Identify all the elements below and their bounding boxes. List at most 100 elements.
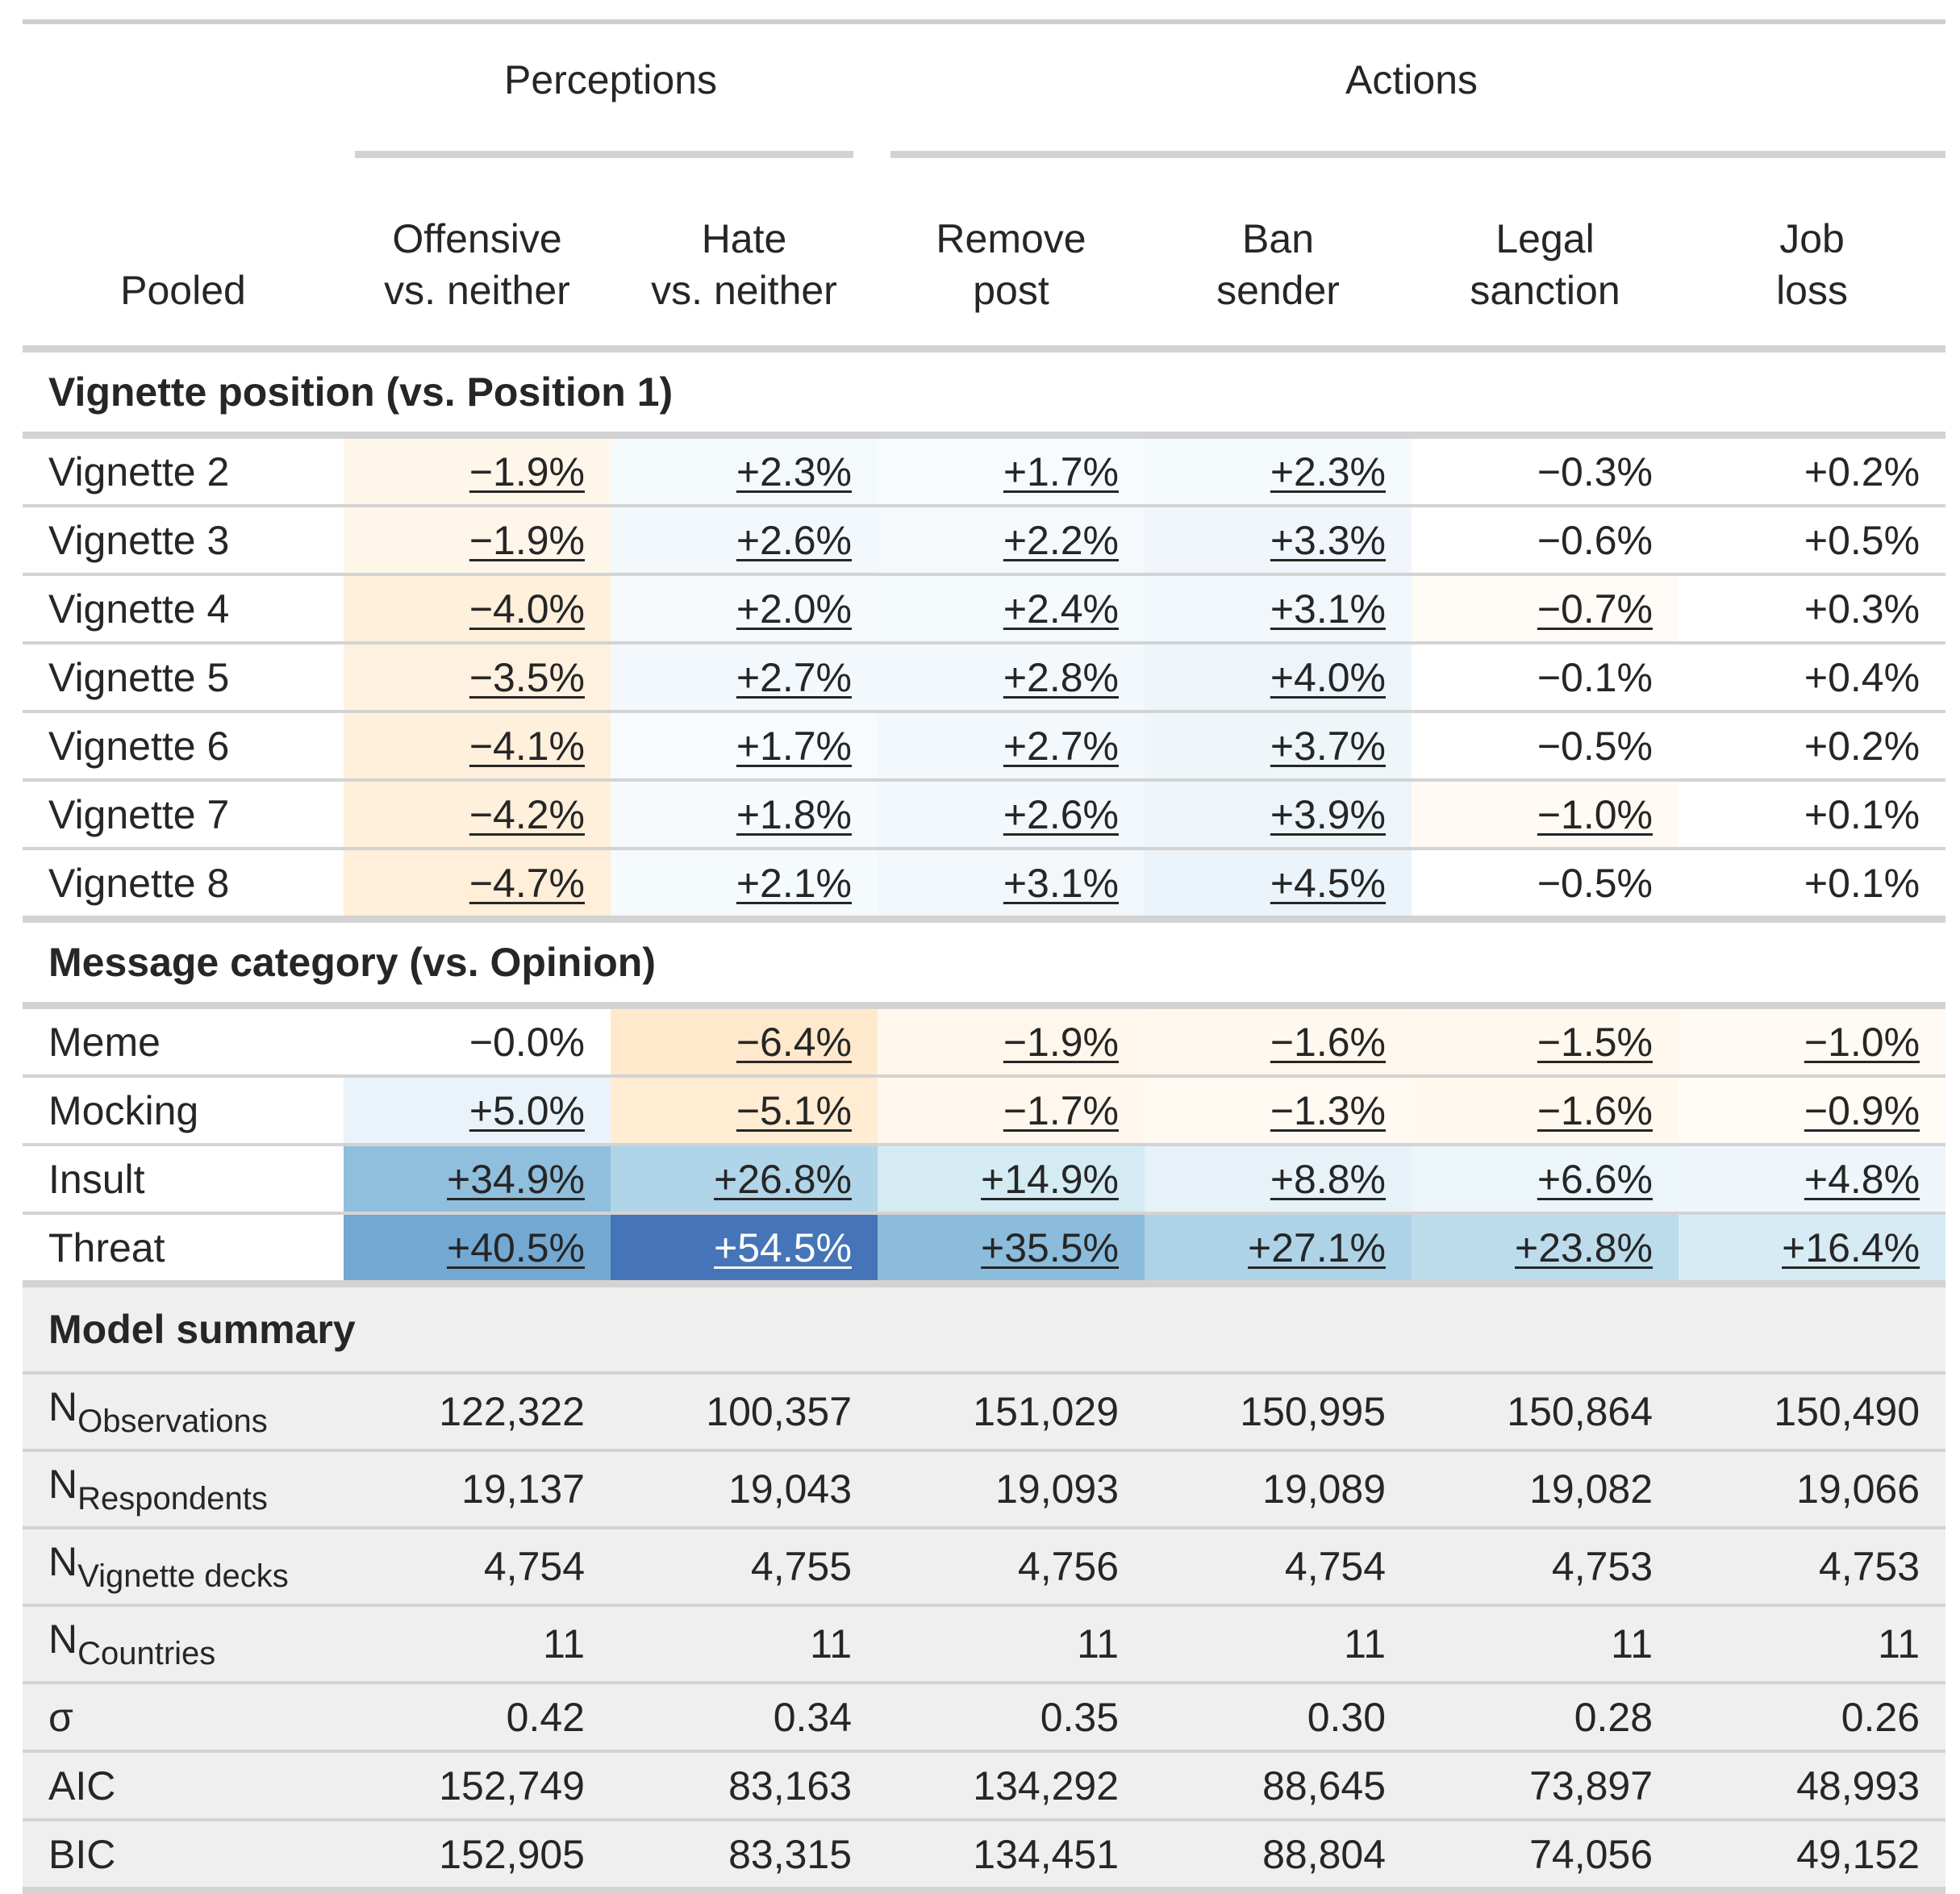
- significant-estimate: −4.0%: [469, 586, 585, 632]
- significant-estimate: +1.7%: [1003, 448, 1120, 494]
- stat-subscript: Respondents: [77, 1481, 268, 1516]
- stat-subscript: Countries: [77, 1636, 216, 1671]
- summary-value: 11: [1679, 1605, 1946, 1684]
- estimate-cell: −4.0%: [344, 574, 611, 645]
- column-header-line1: Remove: [936, 216, 1086, 261]
- row-label: Vignette 6: [23, 711, 344, 782]
- row-label: Vignette 7: [23, 780, 344, 850]
- group-header-row: Vignette position (vs. Position 1): [23, 348, 1946, 439]
- estimate-cell: +0.3%: [1679, 574, 1946, 645]
- table-row: Vignette 7 −4.2% +1.8% +2.6% +3.9% −1.0% +0.1%: [23, 780, 1946, 850]
- significant-estimate: −4.1%: [469, 723, 585, 769]
- estimate-cell: +6.6%: [1412, 1145, 1679, 1215]
- significant-estimate: −0.7%: [1537, 586, 1653, 632]
- significant-estimate: −1.9%: [1003, 1019, 1120, 1065]
- significant-estimate: +2.3%: [736, 448, 853, 494]
- stat-name: BIC: [48, 1831, 116, 1877]
- row-label: Insult: [23, 1145, 344, 1215]
- table-row: Vignette 3 −1.9% +2.6% +2.2% +3.3% −0.6% +0.5%: [23, 506, 1946, 576]
- summary-value: 150,490: [1679, 1373, 1946, 1452]
- column-header-line1: Hate: [701, 216, 787, 261]
- table-row: Insult +34.9% +26.8% +14.9% +8.8% +6.6% +4.8%: [23, 1145, 1946, 1215]
- estimate-cell: −1.7%: [878, 1076, 1145, 1146]
- estimate-cell: +2.4%: [878, 574, 1145, 645]
- column-header: Offensive vs. neither: [344, 158, 611, 353]
- summary-value: 88,645: [1145, 1751, 1412, 1821]
- column-header-line1: Ban: [1242, 216, 1314, 261]
- estimate-cell: +3.1%: [1145, 574, 1412, 645]
- stat-name: N: [48, 1384, 78, 1429]
- estimate-value: −0.1%: [1537, 654, 1653, 700]
- significant-estimate: +26.8%: [714, 1156, 853, 1202]
- summary-value: 0.28: [1412, 1683, 1679, 1753]
- summary-value: 4,756: [878, 1528, 1145, 1607]
- significant-estimate: +1.7%: [736, 723, 853, 769]
- stat-subscript: Vignette decks: [77, 1558, 289, 1594]
- summary-value: 83,315: [611, 1820, 878, 1894]
- estimate-cell: +0.4%: [1679, 643, 1946, 713]
- estimate-cell: +2.7%: [611, 643, 878, 713]
- summary-value: 0.30: [1145, 1683, 1412, 1753]
- estimate-cell: +3.9%: [1145, 780, 1412, 850]
- summary-value: 19,043: [611, 1450, 878, 1529]
- estimate-cell: +34.9%: [344, 1145, 611, 1215]
- estimate-cell: −1.6%: [1145, 1005, 1412, 1078]
- estimate-value: −0.3%: [1537, 448, 1653, 494]
- significant-estimate: −1.9%: [469, 448, 585, 494]
- estimate-cell: +8.8%: [1145, 1145, 1412, 1215]
- summary-value: 0.34: [611, 1683, 878, 1753]
- significant-estimate: −1.0%: [1804, 1019, 1920, 1065]
- stub-header: Pooled: [23, 158, 344, 353]
- summary-row: AIC 152,749 83,163 134,292 88,645 73,897 48,99…: [23, 1751, 1946, 1821]
- column-header-line2: vs. neither: [651, 268, 837, 313]
- summary-value: 74,056: [1412, 1820, 1679, 1894]
- significant-estimate: +1.8%: [736, 791, 853, 837]
- group-header-row: Message category (vs. Opinion): [23, 919, 1946, 1009]
- significant-estimate: −4.7%: [469, 860, 585, 906]
- estimate-cell: −1.9%: [344, 506, 611, 576]
- summary-value: 4,755: [611, 1528, 878, 1607]
- summary-value: 100,357: [611, 1373, 878, 1452]
- estimate-cell: +16.4%: [1679, 1213, 1946, 1287]
- estimate-cell: +23.8%: [1412, 1213, 1679, 1287]
- estimate-cell: −3.5%: [344, 643, 611, 713]
- summary-header-row: Model summary: [23, 1283, 1946, 1375]
- estimate-cell: +4.0%: [1145, 643, 1412, 713]
- significant-estimate: +23.8%: [1515, 1224, 1653, 1270]
- estimate-cell: +3.7%: [1145, 711, 1412, 782]
- spanner-rule: [890, 151, 1946, 158]
- summary-value: 4,753: [1412, 1528, 1679, 1607]
- significant-estimate: +6.6%: [1537, 1156, 1653, 1202]
- estimate-cell: −4.7%: [344, 849, 611, 923]
- significant-estimate: +2.8%: [1003, 654, 1120, 700]
- column-header-row: Pooled Offensive vs. neither Hate vs. neit…: [23, 158, 1946, 353]
- estimate-cell: −0.3%: [1412, 435, 1679, 507]
- estimate-cell: +27.1%: [1145, 1213, 1412, 1287]
- estimate-value: +0.5%: [1804, 517, 1920, 563]
- significant-estimate: +3.7%: [1270, 723, 1387, 769]
- row-label: Vignette 5: [23, 643, 344, 713]
- estimate-cell: +14.9%: [878, 1145, 1145, 1215]
- significant-estimate: +3.3%: [1270, 517, 1387, 563]
- estimate-cell: +0.5%: [1679, 506, 1946, 576]
- summary-value: 4,754: [344, 1528, 611, 1607]
- significant-estimate: −1.7%: [1003, 1087, 1120, 1133]
- significant-estimate: −4.2%: [469, 791, 585, 837]
- estimate-cell: −0.5%: [1412, 849, 1679, 923]
- estimate-cell: −1.5%: [1412, 1005, 1679, 1078]
- significant-estimate: +27.1%: [1248, 1224, 1387, 1270]
- estimate-cell: −1.0%: [1412, 780, 1679, 850]
- row-label: Vignette 2: [23, 435, 344, 507]
- estimate-value: −0.5%: [1537, 723, 1653, 769]
- estimate-value: +0.4%: [1804, 654, 1920, 700]
- significant-estimate: +35.5%: [981, 1224, 1120, 1270]
- estimate-cell: +3.1%: [878, 849, 1145, 923]
- estimate-cell: −0.6%: [1412, 506, 1679, 576]
- estimate-cell: −1.0%: [1679, 1005, 1946, 1078]
- summary-value: 134,451: [878, 1820, 1145, 1894]
- row-label: Mocking: [23, 1076, 344, 1146]
- significant-estimate: +2.2%: [1003, 517, 1120, 563]
- summary-label: σ: [23, 1683, 344, 1753]
- estimate-cell: +2.6%: [878, 780, 1145, 850]
- estimate-value: −0.6%: [1537, 517, 1653, 563]
